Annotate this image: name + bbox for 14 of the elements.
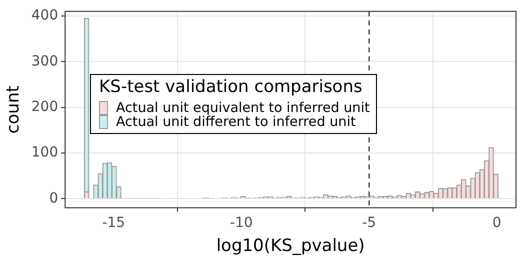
x-tick-label: 0 bbox=[492, 214, 502, 231]
legend-title: KS-test validation comparisons bbox=[99, 77, 364, 97]
y-tick-label: 100 bbox=[31, 144, 58, 161]
x-tick-label: -5 bbox=[362, 214, 376, 231]
y-axis-title: count bbox=[4, 85, 24, 134]
x-tick-label: -10 bbox=[230, 214, 253, 231]
y-tick-label: 0 bbox=[49, 190, 58, 206]
legend-label: Actual unit different to inferred unit bbox=[116, 114, 356, 130]
y-tick-label: 400 bbox=[31, 8, 58, 24]
y-tick-label: 200 bbox=[31, 98, 58, 115]
legend-label: Actual unit equivalent to inferred unit bbox=[116, 100, 370, 116]
y-tick-label: 300 bbox=[31, 53, 58, 70]
x-axis-title: log10(KS_pvalue) bbox=[216, 236, 365, 256]
x-tick-label: -15 bbox=[102, 214, 126, 231]
